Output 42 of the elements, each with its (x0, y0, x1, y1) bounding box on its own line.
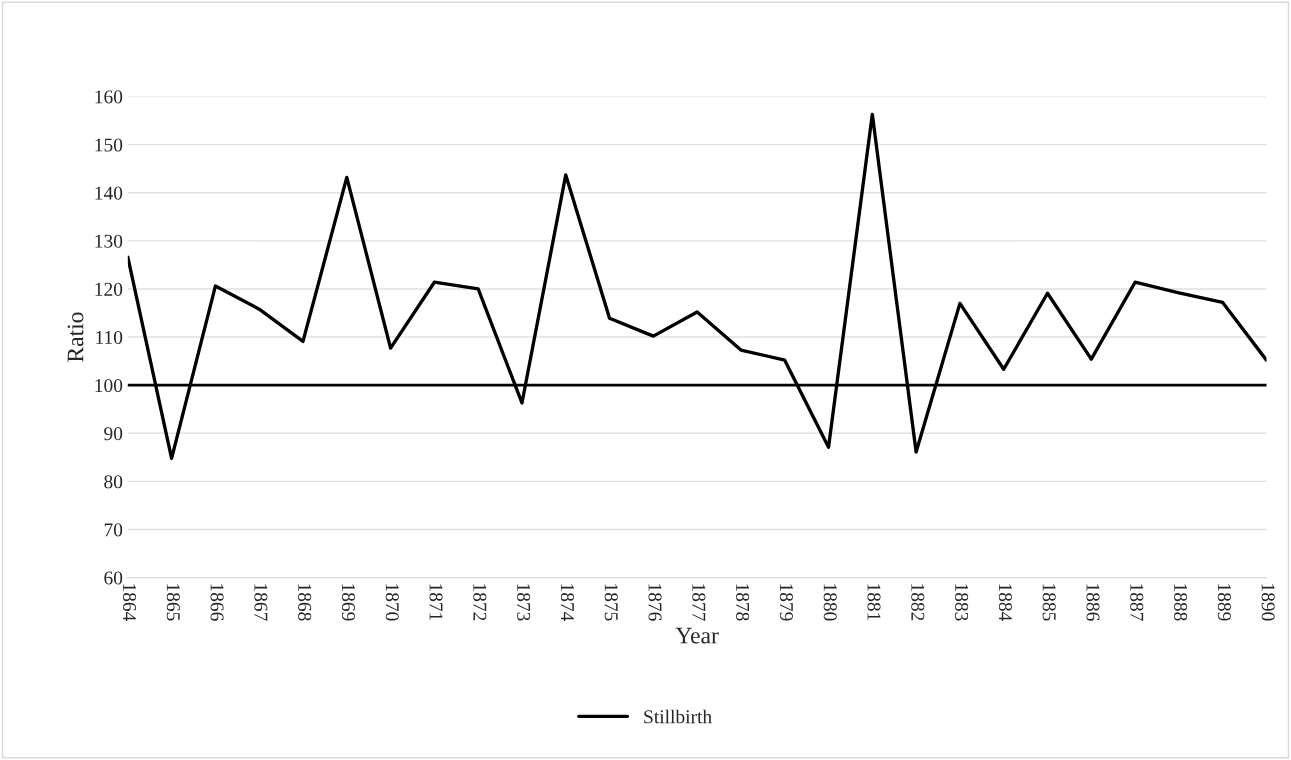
y-tick-label: 80 (104, 475, 123, 489)
y-tick-label: 150 (95, 138, 123, 152)
x-tick-label: 1867 (254, 584, 268, 621)
x-tick-label: 1865 (166, 584, 180, 621)
x-tick-label: 1879 (779, 584, 793, 621)
x-tick-label: 1877 (692, 584, 706, 621)
x-tick-label: 1884 (998, 584, 1012, 622)
y-tick-label: 60 (104, 571, 123, 585)
x-tick-label: 1872 (473, 584, 487, 621)
y-tick-label: 120 (95, 282, 123, 296)
y-tick-label: 110 (96, 330, 123, 344)
x-tick-label: 1870 (385, 584, 399, 621)
y-tick-label: 130 (95, 234, 123, 248)
x-tick-label: 1889 (1217, 584, 1231, 621)
y-axis-title: Ratio (67, 312, 84, 362)
x-tick-label: 1878 (736, 584, 750, 621)
x-tick-label: 1885 (1042, 584, 1056, 621)
x-tick-label: 1881 (867, 584, 881, 621)
x-tick-label: 1871 (429, 584, 443, 621)
line-series (127, 112, 1267, 460)
x-tick-label: 1882 (911, 584, 925, 621)
x-tick-label: 1876 (648, 584, 662, 621)
x-axis-title: Year (675, 627, 719, 644)
x-tick-label: 1886 (1086, 584, 1100, 621)
y-tick-label: 70 (104, 523, 123, 537)
x-tick-label: 1887 (1130, 584, 1144, 621)
legend-label: Stillbirth (644, 709, 712, 724)
y-tick-label: 90 (104, 427, 123, 441)
x-tick-label: 1890 (1261, 584, 1275, 621)
x-tick-label: 1874 (560, 584, 575, 622)
x-tick-label: 1883 (955, 584, 969, 621)
x-tick-label: 1880 (823, 584, 837, 621)
x-tick-label: 1875 (604, 584, 618, 621)
x-tick-label: 1888 (1174, 584, 1188, 621)
y-tick-label: 140 (95, 186, 123, 200)
x-tick-label: 1868 (298, 584, 312, 621)
x-tick-label: 1864 (122, 584, 137, 622)
x-tick-label: 1866 (210, 584, 224, 621)
y-tick-label: 160 (95, 90, 123, 104)
y-tick-label: 100 (95, 378, 123, 393)
x-tick-label: 1873 (517, 584, 531, 621)
x-tick-label: 1869 (341, 584, 356, 621)
